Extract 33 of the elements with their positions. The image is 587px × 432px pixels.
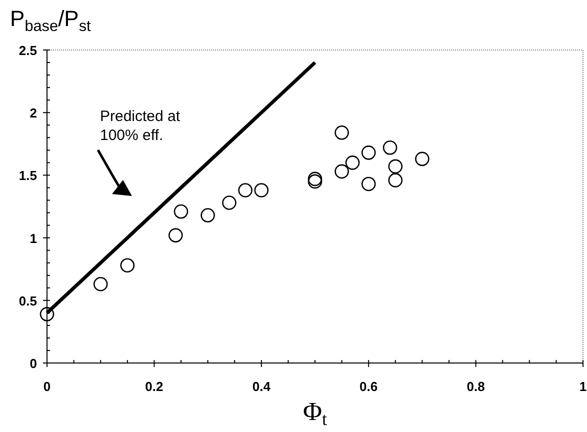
point	[388, 173, 403, 188]
point	[174, 204, 188, 219]
y-axis-title: P$_{base}$/P$_{st}$	[10, 6, 92, 34]
x-axis-title: Φ$_{t}$	[302, 397, 328, 430]
point	[254, 183, 269, 198]
y-tick-label: 0	[30, 356, 37, 371]
annotation: Predicted at 100% eff.	[100, 108, 181, 144]
x-tick-label: 1	[579, 379, 587, 394]
point	[361, 176, 376, 192]
x-tick-label: 0.2	[145, 379, 164, 394]
point	[238, 183, 252, 198]
point	[93, 276, 108, 292]
point	[361, 146, 376, 160]
point	[334, 164, 349, 179]
x-tick-label: 0.4	[252, 379, 272, 394]
point	[200, 208, 215, 222]
point	[388, 159, 403, 174]
y-tick-label: 2	[30, 106, 37, 121]
point	[334, 125, 349, 140]
point	[415, 152, 430, 166]
point	[120, 258, 135, 272]
x-tick-label: 0.8	[466, 379, 485, 394]
point	[222, 196, 236, 210]
x-tick-label: 0	[43, 379, 51, 394]
point	[168, 228, 183, 242]
point	[40, 307, 54, 322]
point	[382, 140, 398, 155]
x-tick-label: 0.6	[360, 379, 378, 394]
y-tick-label: 2.5	[18, 43, 37, 58]
y-tick-label: 1	[30, 230, 37, 246]
point	[345, 156, 360, 170]
y-tick-label: 0.5	[18, 293, 37, 308]
y-tick-label: 1.5	[18, 168, 37, 184]
